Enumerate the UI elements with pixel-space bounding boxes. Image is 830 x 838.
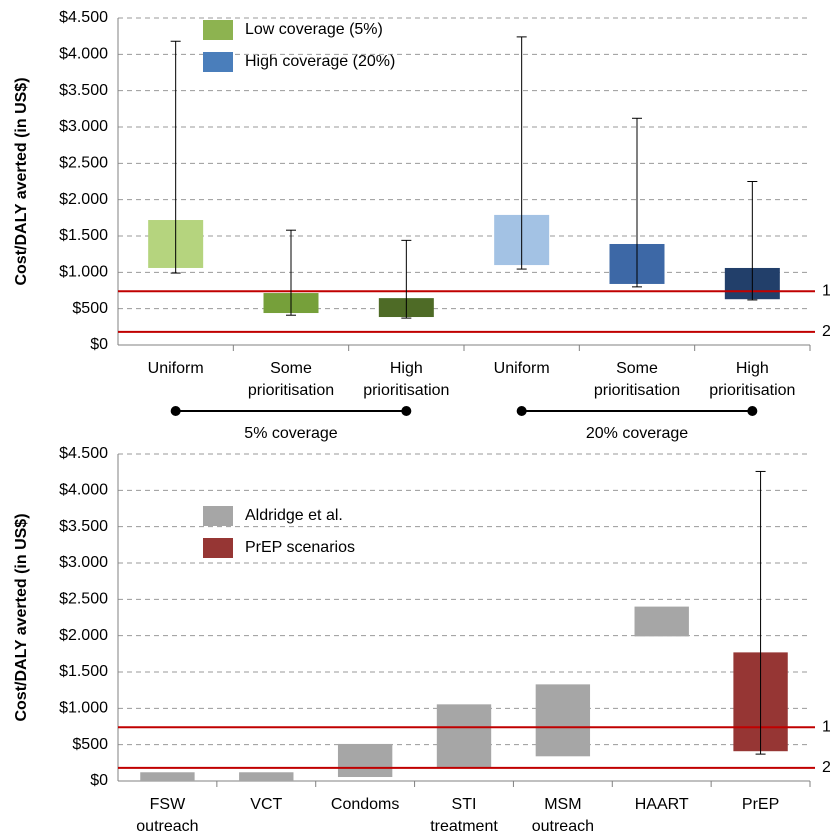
y-tick-label: $1.000 (59, 264, 108, 281)
x-tick-label: PrEP (742, 796, 779, 813)
x-tick-label: HAART (635, 796, 689, 813)
x-tick-label: STI treatment (430, 796, 498, 835)
group-dot (747, 406, 758, 416)
bar (140, 772, 195, 781)
y-axis-title: Cost/DALY averted (in US$) (13, 77, 30, 285)
group-label: 20% coverage (586, 425, 688, 442)
reference-label: 1 (822, 718, 830, 735)
y-tick-label: $4.000 (59, 482, 108, 499)
y-tick-label: $4.000 (59, 46, 108, 63)
bar (337, 743, 393, 778)
y-axis-title: Cost/DALY averted (in US$) (13, 513, 30, 721)
y-tick-label: $1.500 (59, 227, 108, 244)
bar (535, 684, 591, 757)
y-tick-label: $4.500 (59, 9, 108, 26)
x-tick-label: Uniform (148, 360, 204, 377)
x-tick-label: High prioritisation (709, 360, 795, 399)
bar (436, 704, 492, 768)
y-tick-label: $1.500 (59, 663, 108, 680)
y-tick-label: $2.500 (59, 155, 108, 172)
x-tick-label: Condoms (331, 796, 399, 813)
legend-swatch (203, 52, 233, 72)
y-tick-label: $500 (72, 300, 108, 317)
group-dot (516, 406, 527, 416)
x-tick-label: High prioritisation (363, 360, 449, 399)
group-dot (401, 406, 412, 416)
y-tick-label: $3.500 (59, 82, 108, 99)
group-label: 5% coverage (244, 425, 337, 442)
y-tick-label: $500 (72, 736, 108, 753)
y-tick-label: $1.000 (59, 700, 108, 717)
y-tick-label: $2.500 (59, 591, 108, 608)
bar (634, 606, 689, 637)
legend-label: PrEP scenarios (245, 539, 355, 556)
chart-panel: Cost/DALY averted (in US$) $0 $500 $1.000 $1… (13, 9, 830, 442)
y-tick-label: $3.000 (59, 554, 108, 571)
group-dot (170, 406, 181, 416)
y-tick-label: $2.000 (59, 627, 108, 644)
y-tick-label: $3.000 (59, 118, 108, 135)
legend-label: Low coverage (5%) (245, 21, 383, 38)
reference-label: 2 (822, 759, 830, 776)
bar (239, 772, 294, 781)
x-tick-label: Some prioritisation (594, 360, 680, 399)
legend-swatch (203, 506, 233, 526)
y-tick-label: $0 (90, 336, 108, 353)
chart-panel: Cost/DALY averted (in US$) $0 $500 $1.000 $1… (13, 445, 830, 835)
y-tick-label: $4.500 (59, 445, 108, 462)
reference-label: 1 (822, 282, 830, 299)
legend-swatch (203, 20, 233, 40)
y-tick-label: $0 (90, 772, 108, 789)
x-tick-label: Some prioritisation (248, 360, 334, 399)
x-tick-label: MSM outreach (532, 796, 594, 835)
reference-label: 2 (822, 323, 830, 340)
y-tick-label: $3.500 (59, 518, 108, 535)
x-tick-label: VCT (250, 796, 282, 813)
x-tick-label: FSW outreach (136, 796, 198, 835)
legend-label: Aldridge et al. (245, 507, 343, 524)
legend-swatch (203, 538, 233, 558)
legend-label: High coverage (20%) (245, 53, 395, 70)
y-tick-label: $2.000 (59, 191, 108, 208)
x-tick-label: Uniform (494, 360, 550, 377)
